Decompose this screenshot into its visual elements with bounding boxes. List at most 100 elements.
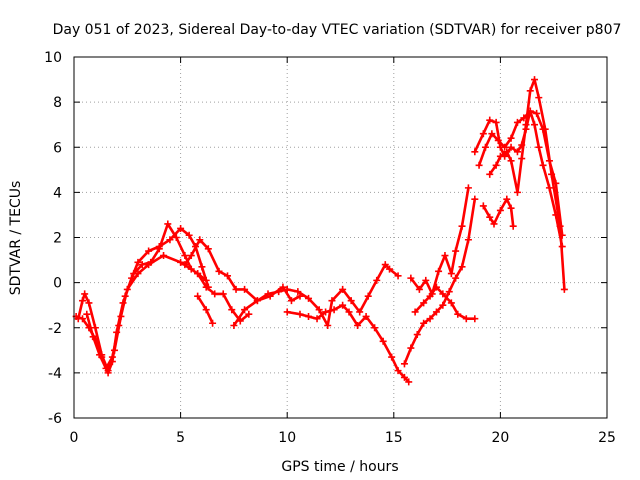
data-point bbox=[405, 378, 413, 386]
data-point bbox=[445, 288, 453, 296]
data-point bbox=[253, 297, 261, 305]
data-point bbox=[85, 299, 93, 307]
data-point bbox=[194, 270, 202, 278]
series-line bbox=[409, 186, 470, 296]
data-point bbox=[533, 109, 541, 117]
data-point bbox=[541, 125, 549, 133]
data-point bbox=[509, 222, 517, 230]
data-point bbox=[74, 315, 82, 323]
data-point bbox=[539, 161, 547, 169]
data-point bbox=[452, 247, 460, 255]
data-point bbox=[134, 258, 142, 266]
data-point bbox=[198, 263, 206, 271]
x-tick-label: 0 bbox=[70, 430, 79, 446]
data-point bbox=[475, 161, 483, 169]
data-point bbox=[452, 274, 460, 282]
x-tick-label: 25 bbox=[598, 430, 616, 446]
data-point bbox=[464, 236, 472, 244]
chart-title: Day 051 of 2023, Sidereal Day-to-day VTE… bbox=[53, 22, 622, 38]
data-point bbox=[479, 202, 487, 210]
data-point bbox=[394, 272, 402, 280]
data-point bbox=[464, 184, 472, 192]
data-point bbox=[283, 308, 291, 316]
data-point bbox=[194, 292, 202, 300]
data-point bbox=[394, 367, 402, 375]
y-tick-label: -2 bbox=[48, 321, 62, 337]
data-point bbox=[187, 265, 195, 273]
data-point bbox=[479, 130, 487, 138]
data-point bbox=[481, 143, 489, 151]
data-point bbox=[373, 276, 381, 284]
series-track-7 bbox=[230, 261, 402, 329]
data-point bbox=[447, 299, 455, 307]
data-point bbox=[462, 315, 470, 323]
data-point bbox=[486, 116, 494, 124]
data-point bbox=[315, 306, 323, 314]
data-point bbox=[379, 337, 387, 345]
data-point bbox=[507, 134, 515, 142]
data-point bbox=[202, 283, 210, 291]
data-point bbox=[181, 252, 189, 260]
series-line bbox=[403, 197, 477, 366]
y-tick-label: 0 bbox=[53, 276, 62, 292]
data-point bbox=[454, 310, 462, 318]
data-point bbox=[496, 206, 504, 214]
series-track-15 bbox=[479, 195, 517, 230]
data-point bbox=[426, 292, 434, 300]
data-point bbox=[458, 263, 466, 271]
data-point bbox=[362, 312, 370, 320]
data-point bbox=[211, 290, 219, 298]
plot-frame bbox=[73, 56, 608, 419]
data-point bbox=[492, 118, 500, 126]
data-point bbox=[187, 252, 195, 260]
data-point bbox=[545, 184, 553, 192]
data-point bbox=[501, 143, 509, 151]
data-point bbox=[324, 321, 332, 329]
data-point bbox=[535, 94, 543, 102]
y-tick-label: -4 bbox=[48, 366, 62, 382]
data-point bbox=[166, 236, 174, 244]
data-point bbox=[560, 285, 568, 293]
data-point bbox=[330, 306, 338, 314]
data-point bbox=[130, 270, 138, 278]
data-point bbox=[296, 310, 304, 318]
data-point bbox=[531, 121, 539, 129]
data-point bbox=[89, 333, 97, 341]
data-point bbox=[426, 315, 434, 323]
x-tick-label: 5 bbox=[176, 430, 185, 446]
data-point bbox=[371, 324, 379, 332]
data-point bbox=[177, 224, 185, 232]
y-tick-label: 10 bbox=[44, 50, 62, 66]
data-point bbox=[147, 258, 155, 266]
data-point bbox=[305, 294, 313, 302]
data-point bbox=[471, 195, 479, 203]
series-line bbox=[285, 303, 410, 384]
data-point bbox=[548, 170, 556, 178]
data-point bbox=[328, 297, 336, 305]
data-point bbox=[531, 76, 539, 84]
data-point bbox=[108, 353, 116, 361]
data-point bbox=[486, 170, 494, 178]
data-point bbox=[432, 308, 440, 316]
data-point bbox=[91, 324, 99, 332]
data-point bbox=[347, 297, 355, 305]
data-point bbox=[400, 360, 408, 368]
series-track-3 bbox=[83, 220, 195, 372]
data-point bbox=[364, 292, 372, 300]
data-point bbox=[522, 121, 530, 129]
data-point bbox=[202, 276, 210, 284]
data-point bbox=[339, 301, 347, 309]
data-point bbox=[294, 288, 302, 296]
data-point bbox=[447, 270, 455, 278]
data-point bbox=[513, 118, 521, 126]
data-point bbox=[356, 308, 364, 316]
data-point bbox=[556, 222, 564, 230]
data-point bbox=[411, 308, 419, 316]
data-point bbox=[83, 310, 91, 318]
data-point bbox=[228, 306, 236, 314]
data-point bbox=[432, 283, 440, 291]
data-point bbox=[518, 155, 526, 163]
data-point bbox=[526, 87, 534, 95]
data-point bbox=[313, 315, 321, 323]
